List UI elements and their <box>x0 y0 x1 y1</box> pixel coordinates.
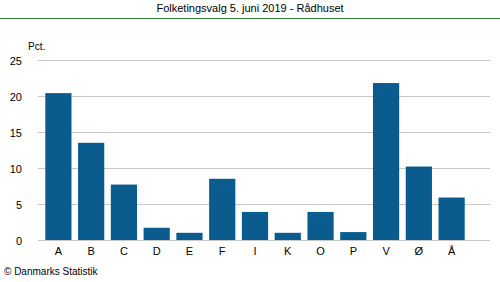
bar <box>439 198 465 240</box>
bar <box>176 233 202 240</box>
chart: Folketingsvalg 5. juni 2019 - Rådhuset Pc… <box>0 0 500 282</box>
x-tick-label: A <box>55 245 63 257</box>
bar <box>209 179 235 240</box>
grid-line <box>38 240 490 241</box>
grid-line <box>38 132 490 133</box>
x-tick-label: K <box>284 245 292 257</box>
bar <box>78 143 104 240</box>
y-tick-label: 15 <box>10 127 22 139</box>
source: © Danmarks Statistik <box>4 266 99 277</box>
x-tick-label: P <box>350 245 357 257</box>
y-tick-label: 25 <box>10 55 22 67</box>
y-tick-label: 20 <box>10 91 22 103</box>
grid-line <box>38 60 490 61</box>
y-axis-label: Pct. <box>28 41 45 52</box>
y-tick-label: 10 <box>10 163 22 175</box>
bar <box>144 228 170 240</box>
x-tick-label: E <box>186 245 193 257</box>
bar <box>45 93 71 240</box>
x-tick-label: C <box>120 245 128 257</box>
y-tick-label: 5 <box>16 199 22 211</box>
bar <box>340 232 366 240</box>
x-tick-label: O <box>316 245 325 257</box>
bar <box>242 212 268 240</box>
x-tick-label: D <box>153 245 161 257</box>
x-tick-label: Ø <box>415 245 424 257</box>
grid-line <box>38 96 490 97</box>
title: Folketingsvalg 5. juni 2019 - Rådhuset <box>156 2 343 14</box>
x-tick-label: F <box>219 245 226 257</box>
bar <box>406 167 432 240</box>
bars <box>45 83 464 240</box>
x-tick-label: I <box>253 245 256 257</box>
bar <box>111 185 137 240</box>
bar <box>307 212 333 240</box>
x-tick-label: Å <box>448 245 456 257</box>
title-rule <box>0 18 500 19</box>
bar <box>275 233 301 240</box>
bar <box>373 83 399 240</box>
x-tick-label: B <box>87 245 94 257</box>
y-tick-label: 0 <box>16 235 22 247</box>
x-tick-label: V <box>382 245 390 257</box>
